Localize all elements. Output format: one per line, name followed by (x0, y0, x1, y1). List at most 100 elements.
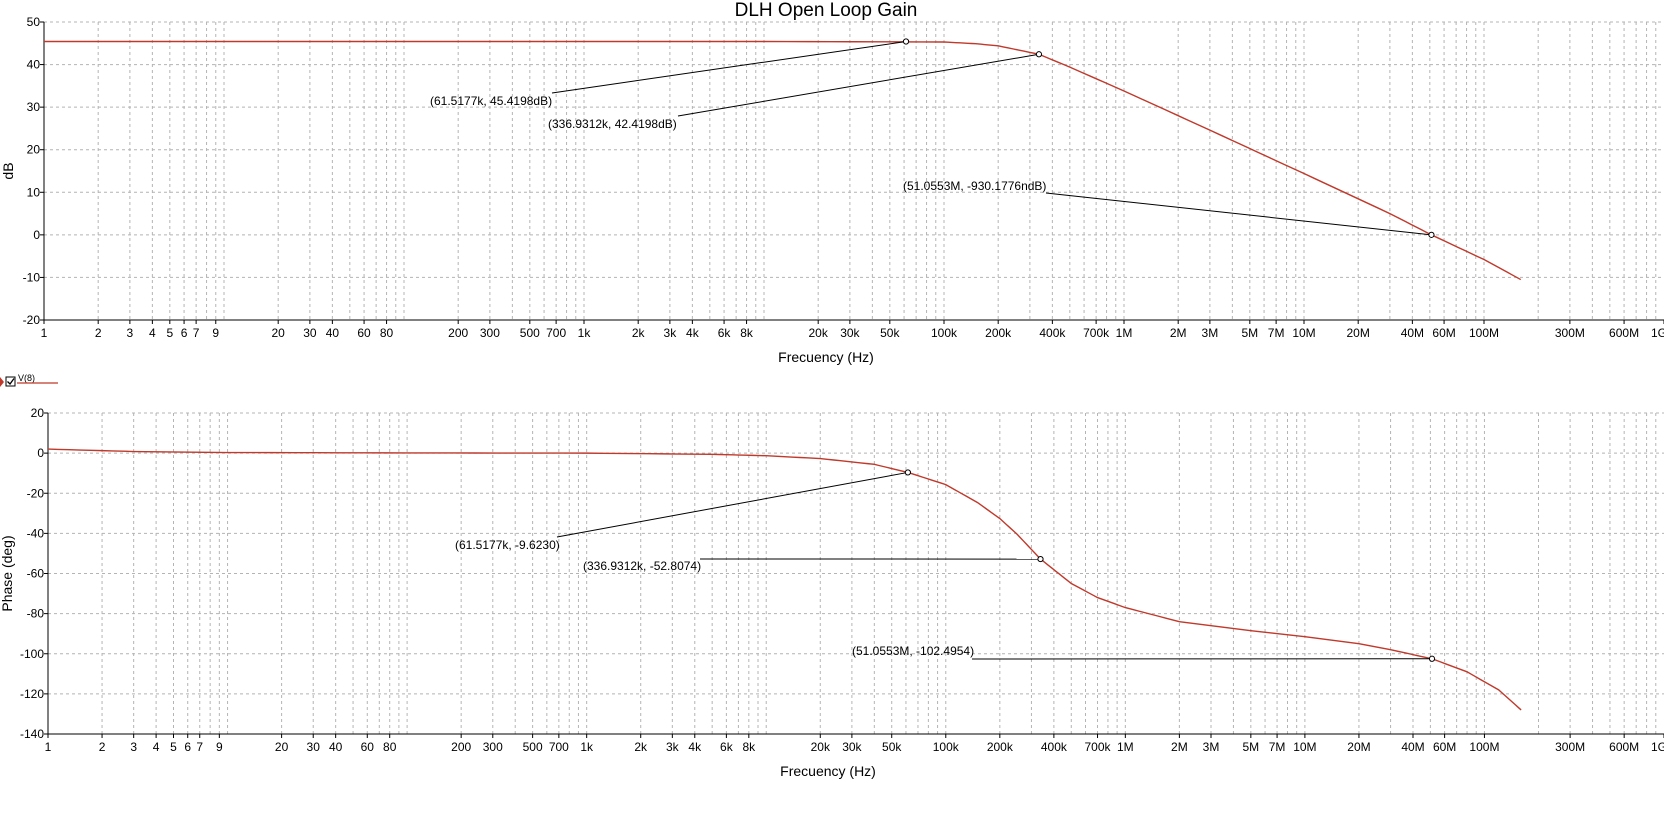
y-axis-label: dB (0, 162, 16, 179)
x-tick-label: 1G (1651, 740, 1664, 754)
x-tick-label: 40M (1401, 740, 1424, 754)
x-tick-label: 20 (275, 740, 289, 754)
x-tick-label: 7M (1268, 326, 1285, 340)
x-tick-label: 80 (380, 326, 394, 340)
x-tick-label: 700 (549, 740, 569, 754)
legend: V(8) (0, 373, 58, 387)
y-tick-label: -40 (27, 526, 45, 540)
cursor-marker (1429, 232, 1434, 237)
x-tick-label: 20k (811, 740, 831, 754)
x-tick-label: 60M (1432, 326, 1455, 340)
x-tick-label: 500 (523, 740, 543, 754)
x-tick-label: 400k (1041, 740, 1068, 754)
x-tick-label: 40 (326, 326, 340, 340)
annotation-label: (51.0553M, -930.1776ndB) (903, 179, 1046, 193)
annotation-label: (336.9312k, -52.8074) (583, 559, 701, 573)
annotation-leader-line (552, 41, 906, 93)
x-tick-label: 5M (1241, 326, 1258, 340)
x-tick-label: 300 (480, 326, 500, 340)
x-tick-label: 20M (1347, 740, 1370, 754)
x-tick-label: 300M (1555, 326, 1585, 340)
annotation-leader-line (678, 54, 1039, 116)
x-tick-label: 20M (1347, 326, 1370, 340)
x-tick-label: 6 (181, 326, 188, 340)
annotation-label: (336.9312k, 42.4198dB) (548, 117, 677, 131)
cursor-marker (1429, 656, 1434, 661)
x-tick-label: 2 (99, 740, 106, 754)
series-line-1 (48, 449, 1521, 710)
x-tick-label: 200 (451, 740, 471, 754)
x-tick-label: 50k (882, 740, 902, 754)
series-line-1 (44, 42, 1521, 280)
x-tick-label: 600M (1609, 740, 1639, 754)
y-tick-label: -80 (27, 607, 45, 621)
annotation-leader-line (557, 472, 908, 537)
x-tick-label: 30 (303, 326, 317, 340)
x-tick-label: 10M (1292, 326, 1315, 340)
x-tick-label: 500 (520, 326, 540, 340)
x-tick-label: 40 (329, 740, 343, 754)
x-tick-label: 6k (718, 326, 732, 340)
x-tick-label: 30 (307, 740, 321, 754)
x-tick-label: 400k (1039, 326, 1066, 340)
x-tick-label: 7 (193, 326, 200, 340)
x-tick-label: 8k (740, 326, 754, 340)
x-tick-label: 5 (170, 740, 177, 754)
x-tick-label: 80 (383, 740, 397, 754)
cursor-marker (1038, 556, 1043, 561)
y-tick-label: -10 (23, 270, 41, 284)
x-tick-label: 200k (985, 326, 1012, 340)
x-tick-label: 10M (1293, 740, 1316, 754)
cursor-marker (905, 470, 910, 475)
y-tick-label: 0 (33, 228, 40, 242)
y-tick-label: -100 (20, 647, 44, 661)
x-tick-label: 100k (931, 326, 958, 340)
x-tick-label: 20 (272, 326, 286, 340)
x-tick-label: 1k (580, 740, 594, 754)
x-tick-label: 4k (688, 740, 702, 754)
x-tick-label: 600M (1609, 326, 1639, 340)
x-axis-label: Frecuency (Hz) (778, 349, 874, 365)
x-tick-label: 100k (933, 740, 960, 754)
x-tick-label: 4k (686, 326, 700, 340)
x-tick-label: 300 (483, 740, 503, 754)
x-tick-label: 700k (1085, 740, 1112, 754)
y-axis-label: Phase (deg) (0, 535, 15, 611)
x-tick-label: 60M (1433, 740, 1456, 754)
y-tick-label: 50 (27, 15, 41, 29)
x-tick-label: 60 (361, 740, 375, 754)
x-tick-label: 2k (634, 740, 648, 754)
cursor-marker (1036, 52, 1041, 57)
x-tick-label: 20k (809, 326, 829, 340)
x-tick-label: 300M (1555, 740, 1585, 754)
y-tick-label: -20 (27, 486, 45, 500)
x-tick-label: 1k (578, 326, 592, 340)
x-tick-label: 700k (1083, 326, 1110, 340)
y-tick-label: 20 (27, 143, 41, 157)
x-tick-label: 6 (184, 740, 191, 754)
x-tick-label: 1 (41, 326, 48, 340)
y-tick-label: -120 (20, 687, 44, 701)
x-tick-label: 5M (1243, 740, 1260, 754)
x-tick-label: 2M (1170, 326, 1187, 340)
annotation-label: (61.5177k, 45.4198dB) (430, 94, 552, 108)
y-tick-label: -20 (23, 313, 41, 327)
annotation-label: (61.5177k, -9.6230) (455, 538, 560, 552)
x-tick-label: 4 (149, 326, 156, 340)
x-tick-label: 7 (196, 740, 203, 754)
x-tick-label: 3k (664, 326, 678, 340)
x-tick-label: 30k (842, 740, 862, 754)
cursor-marker (903, 39, 908, 44)
x-tick-label: 200k (987, 740, 1014, 754)
y-tick-label: 20 (31, 406, 45, 420)
x-tick-label: 2 (95, 326, 102, 340)
x-tick-label: 40M (1401, 326, 1424, 340)
x-tick-label: 9 (216, 740, 223, 754)
x-tick-label: 700 (546, 326, 566, 340)
chart-title: DLH Open Loop Gain (735, 0, 918, 21)
y-tick-label: -140 (20, 727, 44, 741)
annotation-label: (51.0553M, -102.4954) (852, 644, 974, 658)
